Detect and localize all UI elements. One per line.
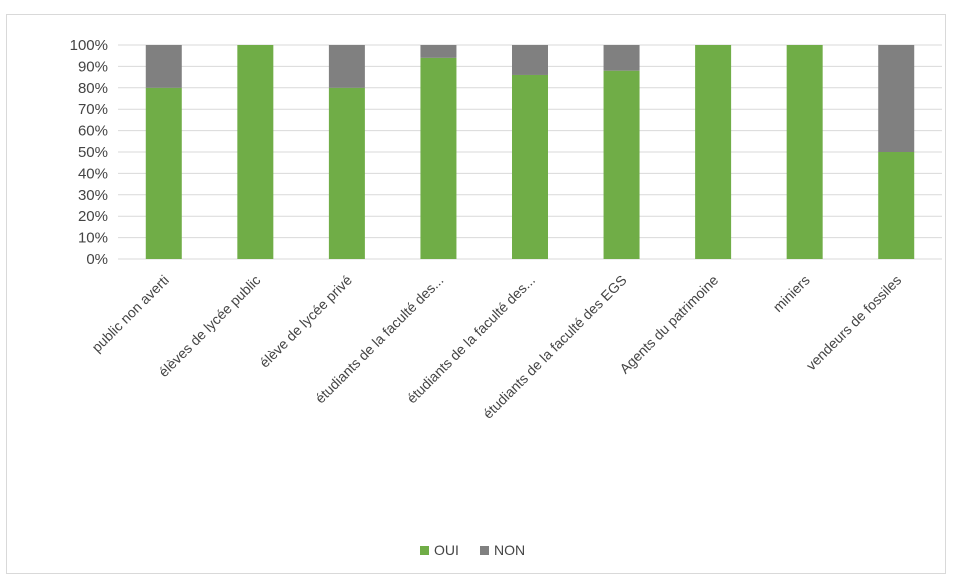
x-tick-label: élève de lycée privé [256,272,355,371]
bar-oui-7 [786,45,823,259]
y-tick-label: 70% [78,101,108,118]
y-tick-label: 10% [78,230,108,247]
x-tick-label: étudiants de la faculté des EGS [480,272,630,422]
y-tick-label: 60% [78,123,108,140]
legend-swatch-non [480,546,489,555]
y-tick-label: 0% [86,251,108,268]
bar-non-4 [512,45,548,75]
bar-non-5 [603,45,640,71]
bar-oui-1 [237,45,274,259]
bar-non-3 [420,45,457,58]
bar-oui-6 [695,45,732,259]
bar-oui-8 [878,152,915,259]
bar-oui-5 [603,70,640,260]
legend-label-non: NON [494,542,525,558]
legend-label-oui: OUI [434,542,459,558]
bar-non-8 [878,45,915,152]
x-tick-label: public non averti [88,272,171,355]
bar-non-2 [328,45,365,88]
bar-oui-0 [145,87,182,259]
x-tick-label: miniers [770,272,813,315]
bar-oui-4 [512,74,548,260]
bar-oui-3 [420,57,457,260]
y-tick-label: 30% [78,187,108,204]
x-tick-label: Agents du patrimoine [616,272,721,377]
x-tick-label: élèves de lycée public [155,272,263,380]
y-tick-label: 100% [70,37,108,54]
y-tick-label: 80% [78,80,108,97]
legend-swatch-oui [420,546,429,555]
y-tick-label: 50% [78,144,108,161]
bar-oui-2 [328,87,365,259]
x-tick-label: vendeurs de fossiles [803,272,905,374]
y-tick-label: 40% [78,165,108,182]
bar-non-0 [145,45,182,88]
y-tick-label: 90% [78,58,108,75]
y-tick-label: 20% [78,208,108,225]
